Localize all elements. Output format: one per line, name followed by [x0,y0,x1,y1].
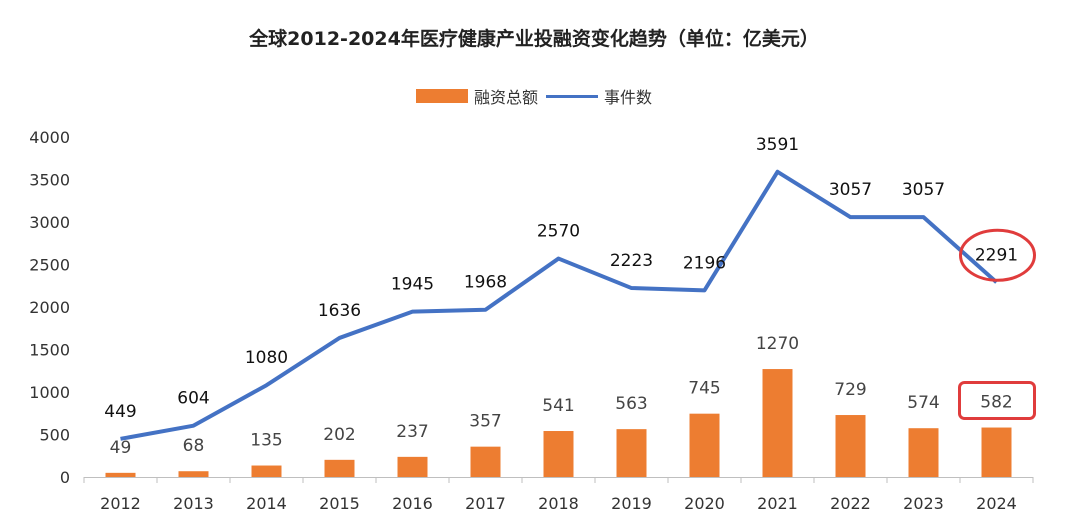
x-tick-label: 2019 [611,494,652,513]
y-tick-label: 3000 [29,213,70,232]
bar [689,413,720,477]
bar [470,446,501,477]
line-data-label: 3057 [902,180,945,200]
x-tick-label: 2018 [538,494,579,513]
bar [324,459,355,477]
line-data-label: 2223 [610,251,653,271]
bar-data-label: 729 [834,380,866,400]
line-series [120,169,998,441]
x-tick-label: 2020 [684,494,725,513]
bar-data-label: 49 [110,438,132,458]
bar-data-label: 745 [688,379,720,399]
x-tick-label: 2012 [100,494,141,513]
bar [762,369,793,477]
y-tick-label: 4000 [29,128,70,147]
bar [178,471,209,477]
bar [835,415,866,477]
legend-swatch-line [546,94,598,98]
y-tick-label: 2000 [29,298,70,317]
y-tick-label: 1500 [29,341,70,360]
line-data-label: 1636 [318,301,361,321]
legend-item-line: 事件数 [546,84,652,108]
line-data-label: 1968 [464,273,507,293]
legend: 融资总额 事件数 [0,84,1068,108]
bar-data-label: 68 [183,436,205,456]
bar [981,427,1012,477]
line-data-label: 2291 [975,245,1018,265]
bar-data-label: 202 [323,425,355,445]
bar-data-label: 135 [250,431,282,451]
bar-data-label: 357 [469,412,501,432]
legend-swatch-bar [415,89,468,103]
line-data-label: 604 [177,389,209,409]
bar-data-label: 237 [396,422,428,442]
bar [105,472,136,477]
x-tick-label: 2024 [976,494,1017,513]
x-tick-label: 2023 [903,494,944,513]
y-tick-label: 2500 [29,256,70,275]
x-tick-label: 2021 [757,494,798,513]
line-data-label: 3591 [756,135,799,155]
line-data-label: 449 [104,402,136,422]
bar-data-label: 574 [907,393,939,413]
legend-label-line: 事件数 [604,88,653,107]
chart-title: 全球2012-2024年医疗健康产业投融资变化趋势（单位：亿美元） [249,28,819,50]
bar [397,456,428,477]
line-data-label: 1080 [245,348,288,368]
y-tick-label: 3500 [29,171,70,190]
x-tick-label: 2015 [319,494,360,513]
line-data-label: 2196 [683,253,726,273]
line-data-label: 2570 [537,222,580,242]
legend-label-bar: 融资总额 [473,88,538,107]
highlight-ellipse [959,228,1036,282]
line-data-label: 1945 [391,275,434,295]
highlight-box [958,381,1036,421]
legend-item-bar: 融资总额 [415,84,538,108]
bar [908,428,939,477]
x-tick-label: 2016 [392,494,433,513]
line-data-label: 3057 [829,180,872,200]
y-tick-label: 1000 [29,383,70,402]
bar-data-label: 541 [542,396,574,416]
bar-data-label: 582 [980,393,1012,413]
x-tick-label: 2022 [830,494,871,513]
bar [543,431,574,477]
y-tick-label: 500 [39,426,70,445]
bar [616,429,647,477]
bar-data-label: 563 [615,394,647,414]
y-tick-label: 0 [60,468,70,487]
x-tick-label: 2014 [246,494,287,513]
x-tick-label: 2017 [465,494,506,513]
x-tick-label: 2013 [173,494,214,513]
bar [251,465,282,477]
bar-data-label: 1270 [756,334,799,354]
